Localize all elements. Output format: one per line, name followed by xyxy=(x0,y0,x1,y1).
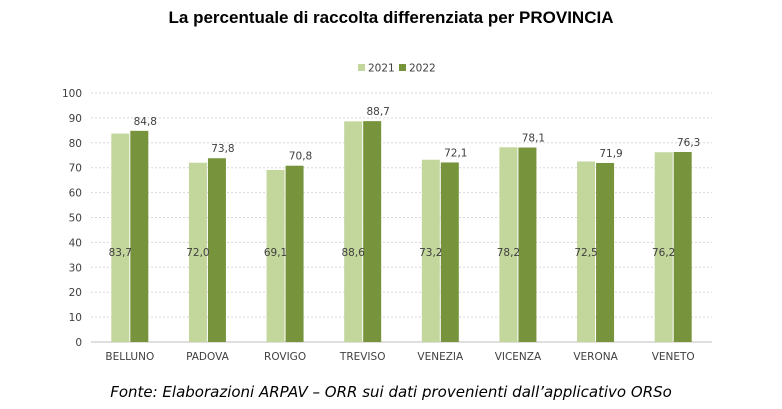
data-label-2021: 83,7 xyxy=(109,247,132,259)
data-label-2021: 72,0 xyxy=(186,247,209,259)
bar-chart: 0 10 20 30 40 50 60 70 80 90 100 83,7 84,8 BELLUNO 72,… xyxy=(62,63,712,363)
bar-2021-treviso xyxy=(344,121,363,342)
data-label-2021: 78,2 xyxy=(497,247,520,259)
data-label-2022: 84,8 xyxy=(134,116,157,128)
legend-swatch-2021 xyxy=(358,64,365,71)
bar-2022-verona xyxy=(596,162,615,342)
y-tick-label: 80 xyxy=(69,138,82,150)
data-label-2021: 72,5 xyxy=(574,247,597,259)
y-tick-label: 20 xyxy=(69,287,82,299)
chart-title: La percentuale di raccolta differenziata… xyxy=(168,8,614,27)
y-tick-label: 40 xyxy=(69,237,82,249)
x-tick-label: VERONA xyxy=(573,351,618,363)
data-label-2022: 70,8 xyxy=(289,151,312,163)
bar-2021-padova xyxy=(188,162,207,342)
data-label-2022: 71,9 xyxy=(599,148,622,160)
bar-2021-venezia xyxy=(421,159,440,342)
y-tick-label: 60 xyxy=(69,188,82,200)
data-label-2022: 78,1 xyxy=(522,133,545,145)
bar-2021-belluno xyxy=(111,133,130,342)
bar-2022-treviso xyxy=(363,121,382,343)
data-label-2021: 69,1 xyxy=(264,247,287,259)
y-tick-label: 10 xyxy=(69,312,82,324)
data-label-2021: 88,6 xyxy=(341,247,365,259)
bar-2022-veneto xyxy=(673,152,692,342)
x-tick-label: VICENZA xyxy=(495,351,542,363)
data-label-2022: 72,1 xyxy=(444,147,467,159)
data-label-2022: 76,3 xyxy=(677,137,700,149)
data-label-2022: 88,7 xyxy=(366,106,389,118)
y-tick-label: 100 xyxy=(62,88,82,100)
x-tick-label: ROVIGO xyxy=(264,351,306,363)
bar-2022-vicenza xyxy=(518,147,537,342)
y-tick-label: 0 xyxy=(75,337,82,349)
y-tick-label: 30 xyxy=(69,262,82,274)
x-tick-label: TREVISO xyxy=(339,351,386,363)
legend-label-2022: 2022 xyxy=(409,63,436,75)
legend-swatch-2022 xyxy=(399,64,406,71)
bar-2021-vicenza xyxy=(499,147,518,342)
x-tick-label: VENEZIA xyxy=(417,351,464,363)
y-tick-label: 70 xyxy=(69,163,82,175)
y-tick-label: 50 xyxy=(69,213,82,225)
data-label-2021: 76,2 xyxy=(652,247,675,259)
legend-label-2021: 2021 xyxy=(368,63,395,75)
x-tick-label: VENETO xyxy=(652,351,695,363)
bar-2021-rovigo xyxy=(266,169,285,342)
data-label-2021: 73,2 xyxy=(419,247,442,259)
bar-2021-veneto xyxy=(654,152,673,342)
bar-2022-padova xyxy=(207,158,226,342)
bar-2021-verona xyxy=(577,161,596,342)
source-caption: Fonte: Elaborazioni ARPAV – ORR sui dati… xyxy=(110,383,672,401)
bar-2022-belluno xyxy=(130,130,149,342)
data-label-2022: 73,8 xyxy=(211,143,234,155)
x-tick-label: BELLUNO xyxy=(105,351,154,363)
y-tick-label: 90 xyxy=(69,113,82,125)
x-tick-label: PADOVA xyxy=(186,351,230,363)
bar-2022-rovigo xyxy=(285,165,304,342)
bar-2022-venezia xyxy=(440,162,459,342)
